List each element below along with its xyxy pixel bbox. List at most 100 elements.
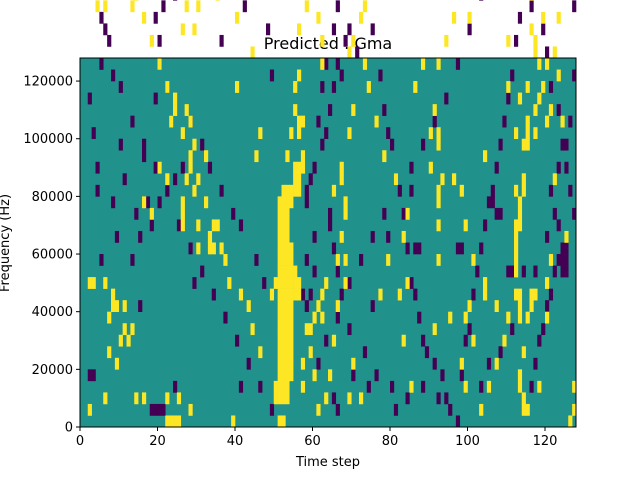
heatmap-cell-low bbox=[331, 392, 337, 405]
heatmap-cell-high bbox=[281, 300, 286, 312]
heatmap-cell-low bbox=[87, 369, 92, 382]
heatmap-cell-low bbox=[308, 173, 313, 186]
heatmap-cell-low bbox=[568, 115, 573, 128]
y-tick-label: 0 bbox=[65, 421, 73, 436]
heatmap-cell-high bbox=[432, 323, 437, 336]
heatmap-cell-high bbox=[281, 219, 286, 232]
heatmap-cell-high bbox=[111, 300, 116, 312]
heatmap-cell-high bbox=[103, 277, 108, 289]
heatmap-cell-high bbox=[514, 230, 519, 243]
heatmap-cell-high bbox=[289, 254, 294, 266]
heatmap-cell-low bbox=[467, 323, 472, 336]
heatmap-cell-high bbox=[297, 184, 302, 197]
heatmap-cell-high bbox=[440, 173, 445, 186]
heatmap-cell-high bbox=[339, 161, 344, 174]
heatmap-cell-high bbox=[192, 23, 197, 36]
heatmap-cell-high bbox=[204, 196, 209, 209]
heatmap-cell-high bbox=[312, 311, 317, 324]
heatmap-cell-high bbox=[514, 265, 519, 278]
heatmap-cell-low bbox=[390, 380, 395, 393]
heatmap-cell-low bbox=[331, 81, 337, 93]
heatmap-cell-high bbox=[285, 300, 290, 312]
heatmap-cell-low bbox=[374, 369, 379, 382]
heatmap-cell-high bbox=[289, 369, 294, 382]
heatmap-cell-low bbox=[324, 127, 329, 140]
heatmap-cell-high bbox=[362, 0, 368, 13]
heatmap-cell-high bbox=[103, 392, 108, 405]
heatmap-cell-high bbox=[285, 311, 290, 324]
heatmap-cell-low bbox=[529, 0, 534, 13]
heatmap-cell-low bbox=[304, 196, 309, 209]
heatmap-cell-high bbox=[285, 150, 290, 163]
heatmap-cell-high bbox=[506, 34, 511, 47]
heatmap-cell-high bbox=[281, 196, 286, 209]
heatmap-cell-low bbox=[421, 138, 426, 151]
heatmap-cell-low bbox=[173, 173, 178, 186]
heatmap-cell-high bbox=[568, 415, 573, 428]
heatmap-cell-low bbox=[514, 34, 519, 47]
heatmap-cell-high bbox=[436, 219, 441, 232]
heatmap-cell-high bbox=[196, 242, 201, 255]
heatmap-cell-low bbox=[339, 69, 344, 82]
heatmap-cell-high bbox=[142, 11, 147, 24]
heatmap-cell-high bbox=[316, 300, 321, 312]
heatmap-cell-high bbox=[196, 0, 201, 13]
heatmap-cell-high bbox=[289, 265, 294, 278]
heatmap-cell-high bbox=[452, 173, 457, 186]
heatmap-cell-high bbox=[347, 46, 352, 59]
heatmap-cell-high bbox=[184, 173, 189, 186]
heatmap-cell-high bbox=[277, 196, 282, 209]
heatmap-cell-low bbox=[335, 403, 340, 416]
heatmap-cell-low bbox=[161, 403, 166, 416]
heatmap-cell-high bbox=[231, 415, 236, 428]
heatmap-cell-high bbox=[545, 58, 550, 70]
heatmap-cell-high bbox=[331, 184, 337, 197]
heatmap-cell-high bbox=[207, 242, 213, 255]
heatmap-cell-high bbox=[517, 288, 523, 301]
heatmap-cell-high bbox=[343, 254, 348, 266]
heatmap-cell-high bbox=[297, 277, 302, 289]
heatmap-cell-high bbox=[351, 34, 356, 47]
heatmap-cell-low bbox=[347, 23, 352, 36]
heatmap-cell-low bbox=[459, 242, 464, 255]
heatmap-cell-high bbox=[533, 288, 538, 301]
heatmap-cell-high bbox=[289, 300, 294, 312]
heatmap-cell-high bbox=[328, 369, 333, 382]
heatmap-cell-low bbox=[459, 369, 464, 382]
heatmap-cell-high bbox=[312, 369, 317, 382]
heatmap-cell-high bbox=[521, 138, 526, 151]
heatmap-cell-low bbox=[312, 161, 317, 174]
heatmap-cell-high bbox=[343, 207, 348, 220]
heatmap-cell-high bbox=[289, 357, 294, 370]
heatmap-cell-high bbox=[514, 242, 519, 255]
heatmap-cell-high bbox=[297, 69, 302, 82]
heatmap-cell-high bbox=[374, 115, 379, 128]
heatmap-cell-high bbox=[281, 288, 286, 301]
heatmap-cell-high bbox=[281, 323, 286, 336]
heatmap-cell-low bbox=[153, 92, 158, 105]
heatmap-cell-high bbox=[517, 311, 523, 324]
heatmap-cell-low bbox=[207, 161, 213, 174]
heatmap-cell-high bbox=[297, 173, 302, 186]
heatmap-cell-high bbox=[347, 392, 352, 405]
heatmap-cell-high bbox=[122, 300, 127, 312]
heatmap-cell-high bbox=[165, 392, 170, 405]
heatmap-cell-low bbox=[258, 380, 263, 393]
heatmap-cell-low bbox=[153, 161, 158, 174]
heatmap-cell-high bbox=[176, 415, 182, 428]
heatmap-cell-high bbox=[277, 300, 282, 312]
heatmap-cell-high bbox=[324, 277, 329, 289]
heatmap-cell-high bbox=[180, 23, 185, 36]
heatmap-cell-high bbox=[293, 184, 298, 197]
heatmap-cell-low bbox=[413, 242, 418, 255]
heatmap-cell-low bbox=[223, 311, 228, 324]
heatmap-cell-low bbox=[556, 104, 561, 116]
heatmap-cell-high bbox=[506, 311, 511, 324]
heatmap-cell-high bbox=[277, 334, 282, 347]
heatmap-cell-low bbox=[370, 230, 375, 243]
heatmap-cell-low bbox=[312, 265, 317, 278]
heatmap-cell-low bbox=[149, 403, 154, 416]
heatmap-cell-high bbox=[514, 184, 519, 197]
heatmap-cell-high bbox=[289, 334, 294, 347]
heatmap-cell-high bbox=[459, 184, 464, 197]
